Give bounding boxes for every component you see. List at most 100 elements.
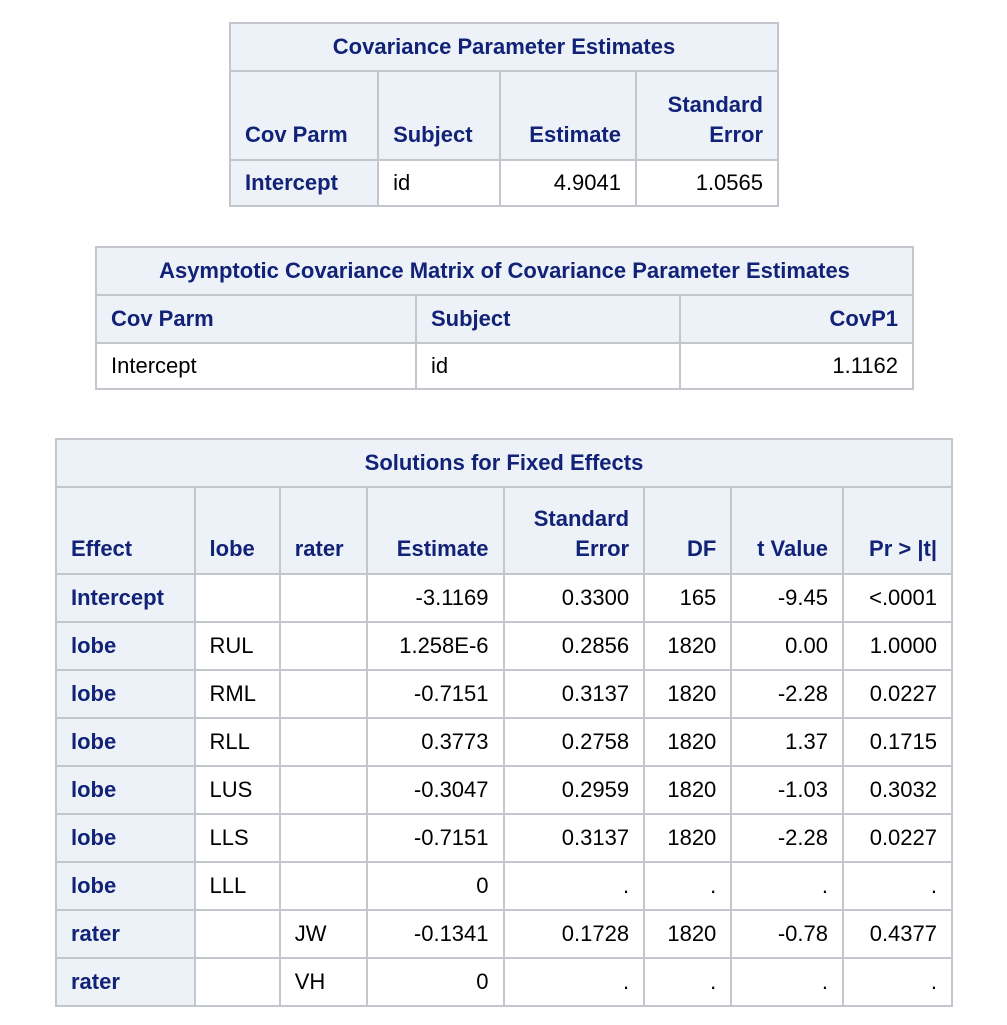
table-row: lobe RUL 1.258E-6 0.2856 1820 0.00 1.0000	[55, 621, 953, 671]
table-cell: 1820	[643, 813, 733, 863]
table-cell	[278, 573, 368, 623]
table-cell: 1820	[643, 717, 733, 767]
table-cell: 165	[643, 573, 733, 623]
table-cell: 0.0227	[842, 813, 953, 863]
table-cell: 1.0000	[842, 621, 953, 671]
table-cell: .	[730, 861, 844, 911]
table-cell: RLL	[193, 717, 281, 767]
table-cell: 0.00	[730, 621, 844, 671]
table-cell: VH	[278, 957, 368, 1007]
table-cell: .	[502, 957, 646, 1007]
table-cell	[193, 573, 281, 623]
table-title: Covariance Parameter Estimates	[229, 22, 779, 72]
table-cell: 1.0565	[635, 159, 779, 207]
table-cell: 1.1162	[679, 342, 914, 390]
table-cell: -9.45	[730, 573, 844, 623]
row-header: lobe	[55, 717, 196, 767]
table-cell: RML	[193, 669, 281, 719]
table-cell: .	[842, 957, 953, 1007]
column-header: Subject	[377, 70, 502, 161]
table-cell	[278, 621, 368, 671]
table-title: Solutions for Fixed Effects	[55, 438, 953, 488]
table-cell: 0.3773	[365, 717, 505, 767]
table-cell	[278, 765, 368, 815]
column-header: rater	[278, 486, 368, 575]
table-cell: Intercept	[95, 342, 417, 390]
column-header: CovP1	[679, 294, 914, 344]
table-cell: 0.3137	[502, 669, 646, 719]
column-header: Pr > |t|	[842, 486, 953, 575]
table-row: Intercept id 4.9041 1.0565	[228, 159, 779, 207]
header-row: Effect lobe rater Estimate Standard Error DF t…	[55, 486, 953, 575]
table-row: Intercept id 1.1162	[95, 342, 914, 390]
table-cell: id	[377, 159, 502, 207]
table-cell: 0.1715	[842, 717, 953, 767]
table-cell	[278, 813, 368, 863]
table-row: lobe LUS -0.3047 0.2959 1820 -1.03 0.3032	[55, 765, 953, 815]
table-cell: 0.2959	[502, 765, 646, 815]
row-header: rater	[55, 909, 196, 959]
column-header: Cov Parm	[95, 294, 417, 344]
table-cell: 0.3032	[842, 765, 953, 815]
column-header: t Value	[730, 486, 844, 575]
row-header: lobe	[55, 669, 196, 719]
row-header: lobe	[55, 765, 196, 815]
column-header: Standard Error	[635, 70, 779, 161]
table-cell: 1820	[643, 909, 733, 959]
column-header: Estimate	[365, 486, 505, 575]
row-header: Intercept	[228, 159, 380, 207]
table-cell: -0.1341	[365, 909, 505, 959]
table-row: rater JW -0.1341 0.1728 1820 -0.78 0.4377	[55, 909, 953, 959]
table-cell: 0.4377	[842, 909, 953, 959]
table-cell: -0.78	[730, 909, 844, 959]
table-cell: -3.1169	[365, 573, 505, 623]
table-cell: <.0001	[842, 573, 953, 623]
table-cell: .	[730, 957, 844, 1007]
table-row: lobe RML -0.7151 0.3137 1820 -2.28 0.0227	[55, 669, 953, 719]
column-header: Cov Parm	[228, 70, 380, 161]
table-cell: .	[643, 861, 733, 911]
table-row: Intercept -3.1169 0.3300 165 -9.45 <.0001	[55, 573, 953, 623]
table-cell: JW	[278, 909, 368, 959]
table-cell: 1.258E-6	[365, 621, 505, 671]
table-cell: 0.2758	[502, 717, 646, 767]
table-cell: LUS	[193, 765, 281, 815]
table-cell: -0.3047	[365, 765, 505, 815]
row-header: Intercept	[55, 573, 196, 623]
table-cell: .	[643, 957, 733, 1007]
column-header: Effect	[55, 486, 196, 575]
table-cell: LLS	[193, 813, 281, 863]
asymptotic-covariance-matrix-table: Asymptotic Covariance Matrix of Covarian…	[95, 246, 914, 390]
row-header: lobe	[55, 813, 196, 863]
table-row: rater VH 0....	[55, 957, 953, 1007]
row-header: rater	[55, 957, 196, 1007]
table-cell	[278, 717, 368, 767]
table-cell: 0	[365, 957, 505, 1007]
column-header: Standard Error	[502, 486, 646, 575]
table-row: lobe LLS -0.7151 0.3137 1820 -2.28 0.0227	[55, 813, 953, 863]
column-header: Estimate	[499, 70, 637, 161]
table-cell: id	[415, 342, 681, 390]
table-cell: 1820	[643, 765, 733, 815]
row-header: lobe	[55, 621, 196, 671]
table-cell	[278, 861, 368, 911]
table-cell: 0.3137	[502, 813, 646, 863]
table-cell: 4.9041	[499, 159, 637, 207]
table-cell: 1820	[643, 669, 733, 719]
column-header: Subject	[415, 294, 681, 344]
covariance-parameter-estimates-table: Covariance Parameter Estimates Cov Parm …	[228, 22, 779, 207]
table-cell: 0	[365, 861, 505, 911]
table-cell	[193, 909, 281, 959]
table-cell: -0.7151	[365, 669, 505, 719]
table-cell: 0.2856	[502, 621, 646, 671]
table-cell: -2.28	[730, 669, 844, 719]
table-cell: -2.28	[730, 813, 844, 863]
row-header: lobe	[55, 861, 196, 911]
table-cell: 0.0227	[842, 669, 953, 719]
table-cell	[193, 957, 281, 1007]
column-header-text: Standard Error	[667, 92, 763, 147]
table-cell: 0.1728	[502, 909, 646, 959]
table-cell: -0.7151	[365, 813, 505, 863]
table-cell: .	[502, 861, 646, 911]
table-cell: 1820	[643, 621, 733, 671]
